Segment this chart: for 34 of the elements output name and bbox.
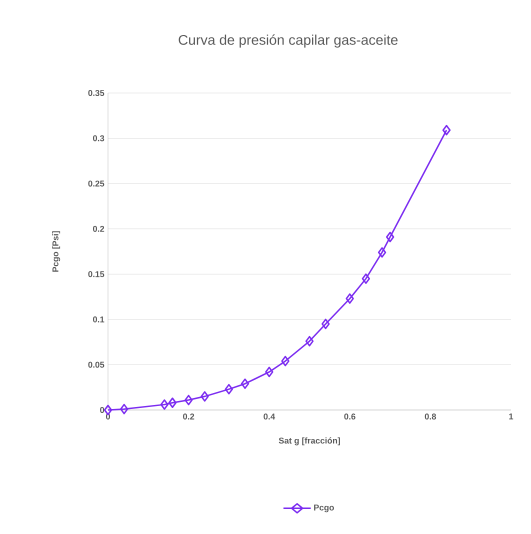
point: [224, 384, 234, 394]
y-tick-label: 0.2: [92, 226, 104, 232]
point: [184, 394, 193, 406]
point: [240, 378, 250, 389]
y-tick-label: 0.05: [88, 362, 104, 368]
point: [168, 398, 177, 408]
y-axis-title: Pcgo [Psi]: [52, 231, 60, 272]
x-tick-label: 0.6: [344, 414, 356, 420]
x-tick-label: 0.8: [424, 414, 436, 420]
point: [346, 293, 354, 304]
legend-label: Pcgo: [314, 504, 334, 512]
point: [305, 336, 314, 346]
x-axis-title: Sat g [fracción]: [278, 437, 340, 446]
point: [322, 318, 330, 330]
x-tick-label: 0.4: [264, 414, 276, 420]
x-tick-label: 0.2: [183, 414, 194, 420]
point: [160, 399, 169, 410]
point: [362, 273, 370, 284]
chart-title: Curva de presión capilar gas-aceite: [178, 34, 398, 48]
y-tick-label: 0.1: [92, 316, 104, 322]
point: [200, 391, 209, 402]
point: [442, 124, 451, 136]
y-tick-label: 0.35: [88, 90, 104, 96]
point: [120, 404, 128, 414]
y-tick-label: 0.15: [88, 271, 104, 278]
point: [378, 247, 386, 258]
point: [281, 356, 290, 366]
point: [386, 232, 394, 242]
y-tick-label: 0.25: [88, 180, 104, 187]
point: [104, 404, 112, 416]
y-tick-label: 0: [100, 406, 104, 413]
point: [265, 366, 274, 378]
x-tick-label: 1: [509, 414, 514, 420]
y-tick-label: 0.3: [92, 135, 104, 142]
